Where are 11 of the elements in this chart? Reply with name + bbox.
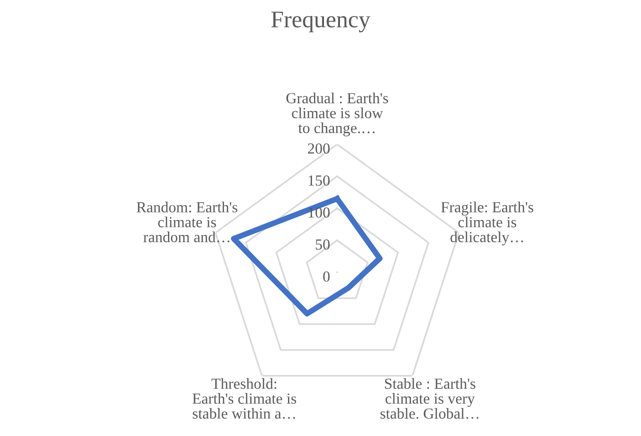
y-tick-label: 150 [308,175,330,186]
y-tick-label: 0 [323,271,330,282]
spoke-label: Stable : Earth's climate is very stable. Global… [380,378,478,419]
y-tick-label: 100 [308,207,330,218]
spoke-label: Gradual : Earth's climate is slow to change.… [286,92,388,136]
y-tick-label: 50 [316,239,330,250]
chart-title: Frequency [271,12,370,32]
spoke-label: Fragile: Earth's climate is delicately… [441,202,534,246]
spoke-label: Random: Earth's climate is random and… [136,202,238,242]
spoke-label: Threshold: Earth's climate is stable within a… [192,378,296,419]
y-tick-label: 200 [308,143,330,154]
